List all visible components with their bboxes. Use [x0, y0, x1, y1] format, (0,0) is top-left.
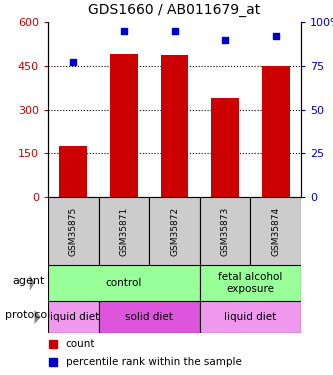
Bar [250, 197, 301, 265]
Text: solid diet: solid diet [125, 312, 173, 322]
Bar [99, 197, 149, 265]
Text: control: control [106, 278, 142, 288]
Bar [48, 301, 99, 333]
Point [121, 28, 127, 34]
Text: agent: agent [12, 276, 44, 286]
Bar [48, 197, 99, 265]
Text: GSM35872: GSM35872 [170, 206, 179, 256]
Text: count: count [66, 339, 95, 349]
Bar [48, 265, 200, 301]
Polygon shape [35, 310, 41, 324]
Point [273, 33, 278, 39]
Point [172, 28, 177, 34]
Text: GSM35874: GSM35874 [271, 206, 280, 256]
Polygon shape [30, 275, 35, 291]
Text: percentile rank within the sample: percentile rank within the sample [66, 357, 241, 367]
Text: protocol: protocol [5, 310, 50, 320]
Bar [149, 197, 200, 265]
Bar [200, 265, 301, 301]
Point [222, 36, 228, 42]
Bar [59, 146, 87, 197]
Point [71, 59, 76, 65]
Bar [262, 66, 290, 197]
Bar [99, 301, 200, 333]
Text: liquid diet: liquid diet [47, 312, 100, 322]
Text: fetal alcohol
exposure: fetal alcohol exposure [218, 272, 283, 294]
Bar [161, 55, 188, 197]
Bar [211, 98, 239, 197]
Text: GSM35875: GSM35875 [69, 206, 78, 256]
Bar [200, 301, 301, 333]
Bar [200, 197, 250, 265]
Text: GSM35871: GSM35871 [120, 206, 129, 256]
Text: liquid diet: liquid diet [224, 312, 276, 322]
Bar [110, 54, 138, 197]
Text: GSM35873: GSM35873 [220, 206, 229, 256]
Text: GDS1660 / AB011679_at: GDS1660 / AB011679_at [88, 3, 261, 17]
